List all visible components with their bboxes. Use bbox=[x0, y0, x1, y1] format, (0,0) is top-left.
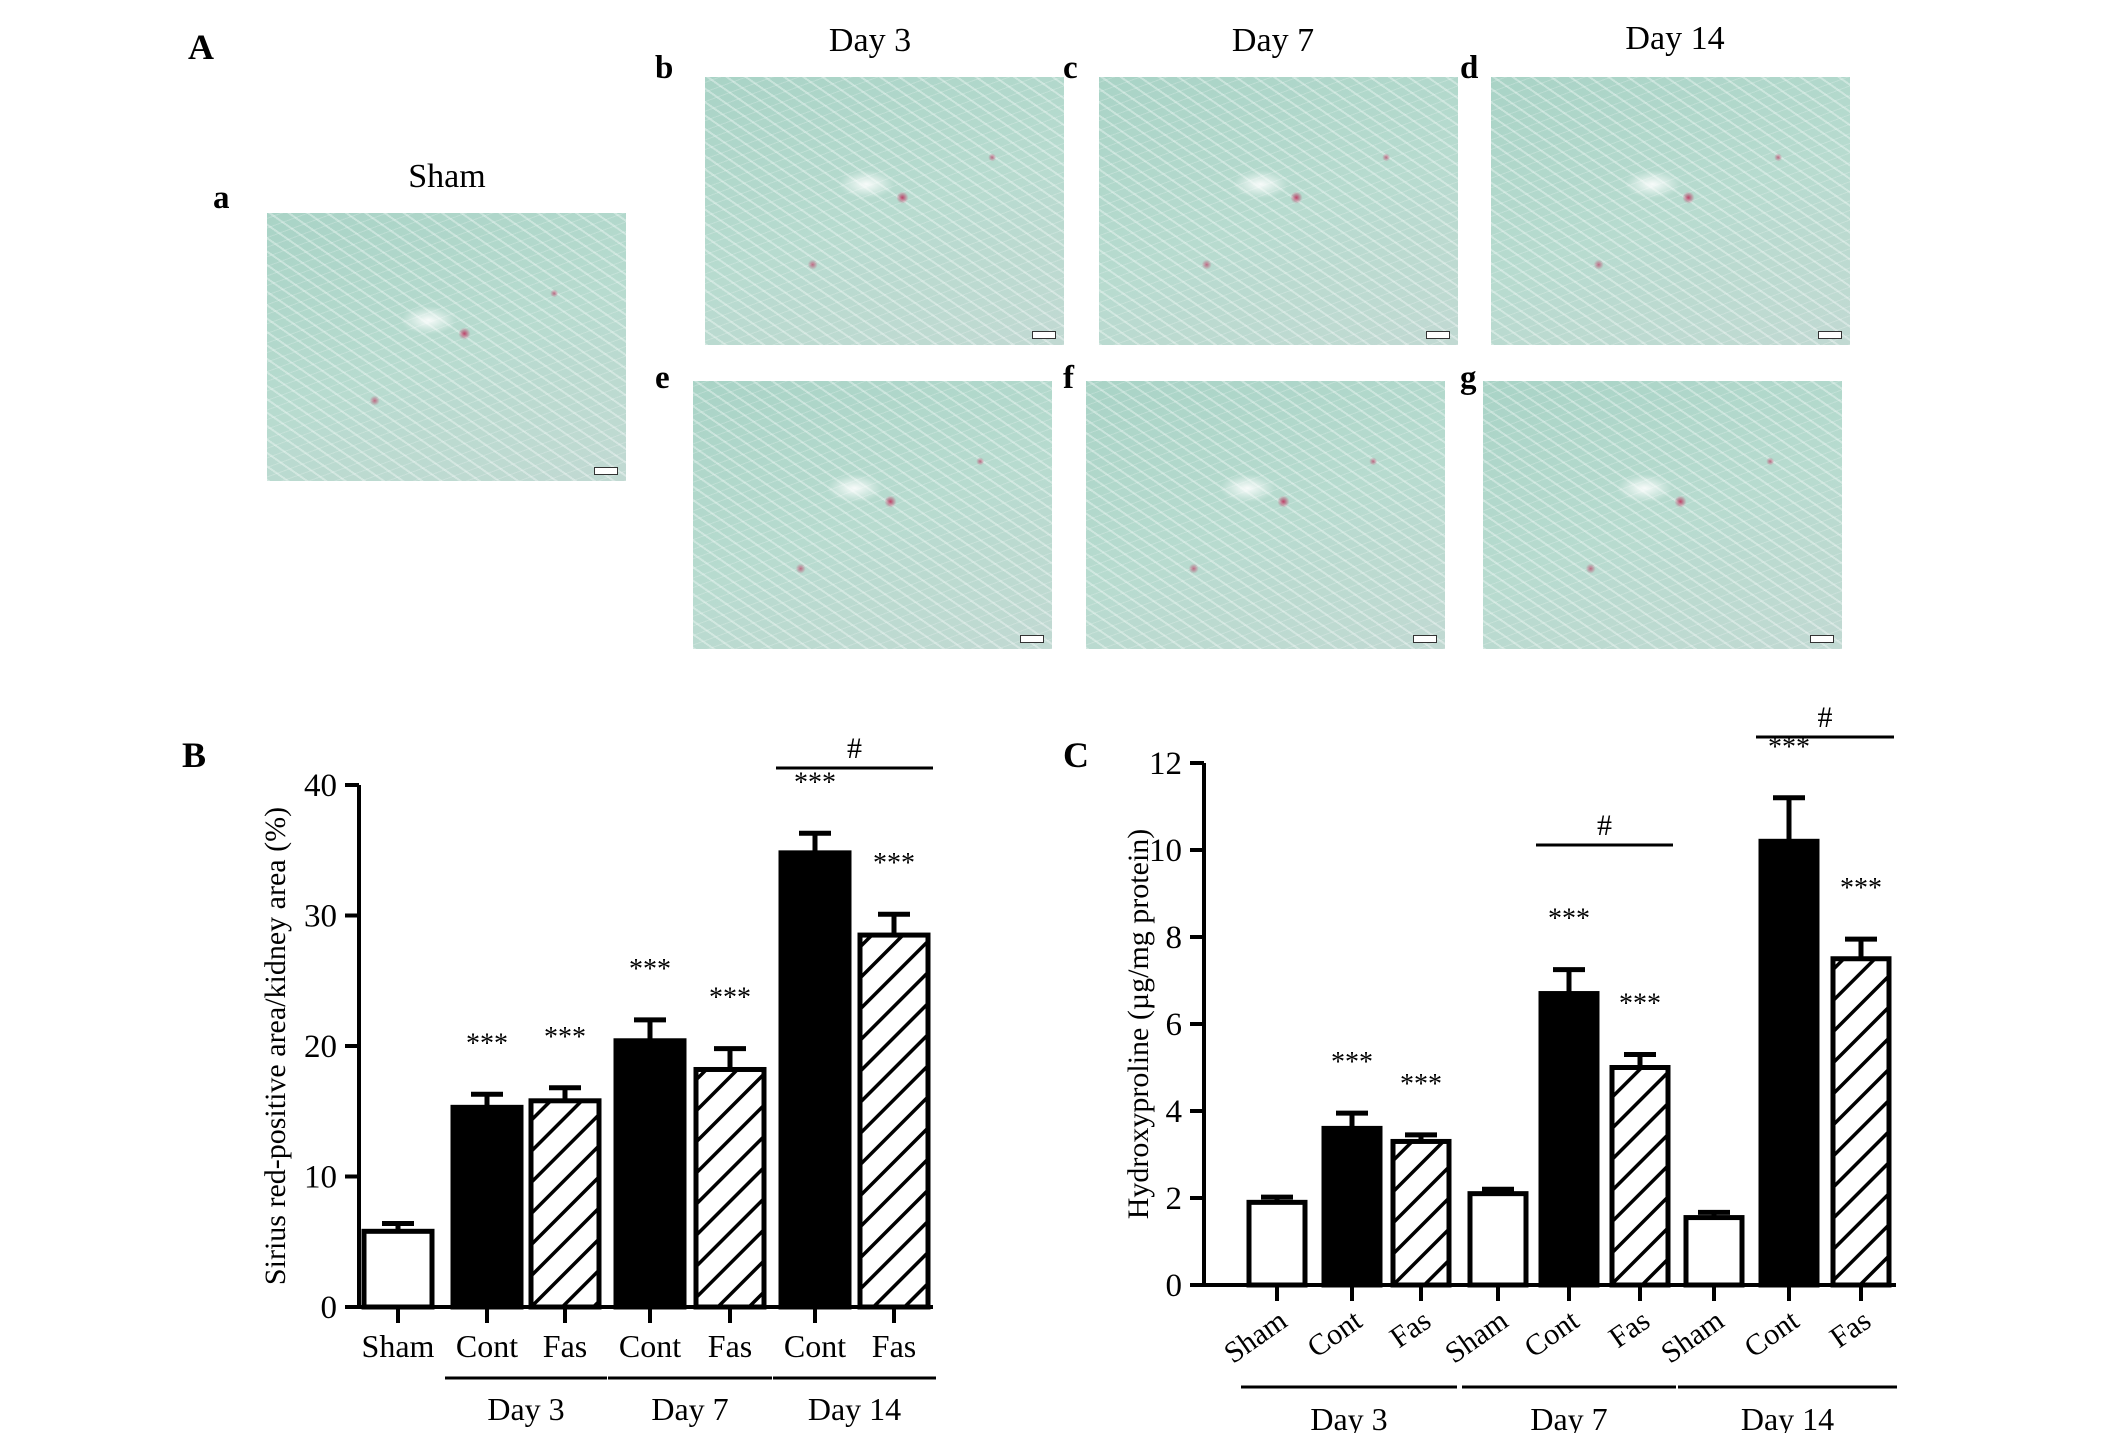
image-a-title: Sham bbox=[408, 158, 486, 195]
chart-b-x-tick-label: Sham bbox=[362, 1328, 435, 1364]
image-e-letter: e bbox=[655, 360, 670, 396]
chart-b-y-tick-label: 30 bbox=[304, 899, 337, 935]
chart-b-bar-cont bbox=[778, 850, 852, 1310]
micrograph-day14-cont bbox=[1491, 77, 1850, 345]
chart-b-bar-cont bbox=[613, 1038, 687, 1310]
chart-c-significance-hash: # bbox=[1597, 809, 1612, 842]
micrograph-day3-fas bbox=[693, 381, 1052, 649]
chart-c-group-label: Day 3 bbox=[1310, 1401, 1387, 1433]
chart-c-bar-fas bbox=[1830, 956, 1892, 1288]
chart-b-bar-cont bbox=[450, 1104, 524, 1310]
chart-c-x-tick-label: Fas bbox=[1384, 1304, 1437, 1355]
chart-c-y-axis-label: Hydroxyproline (µg/mg protein) bbox=[1122, 829, 1155, 1220]
chart-c-x-tick-label: Fas bbox=[1603, 1304, 1656, 1355]
chart-b-y-tick-label: 0 bbox=[321, 1290, 338, 1326]
chart-c-bar-cont bbox=[1538, 991, 1600, 1288]
chart-b-significance-hash: # bbox=[847, 732, 862, 765]
chart-c-bar-cont bbox=[1758, 838, 1820, 1288]
chart-b-y-axis-label: Sirius red-positive area/kidney area (%) bbox=[259, 807, 292, 1285]
chart-c-x-tick-label: Fas bbox=[1824, 1304, 1877, 1355]
chart-c-y-tick-label: 10 bbox=[1149, 833, 1182, 869]
panel-a-label: A bbox=[188, 27, 214, 67]
chart-b-group-label: Day 14 bbox=[808, 1391, 901, 1427]
chart-b-bar-fas bbox=[857, 932, 931, 1310]
image-b-title: Day 3 bbox=[828, 22, 912, 59]
chart-b-significance-stars: *** bbox=[629, 954, 671, 985]
chart-c-significance-stars: *** bbox=[1331, 1047, 1373, 1078]
chart-c-x-tick-label: Sham bbox=[1439, 1304, 1514, 1370]
chart-b-y-tick-label: 10 bbox=[304, 1160, 337, 1196]
image-a-letter: a bbox=[213, 180, 230, 216]
image-c-letter: c bbox=[1063, 50, 1078, 86]
chart-c-y-tick-label: 6 bbox=[1166, 1007, 1183, 1043]
chart-b-bar-fas bbox=[528, 1098, 602, 1310]
chart-b-significance-stars: *** bbox=[794, 767, 836, 798]
micrograph-day7-cont bbox=[1099, 77, 1458, 345]
chart-c-bar-fas bbox=[1390, 1138, 1452, 1288]
image-d-letter: d bbox=[1460, 50, 1479, 86]
chart-c-bar-fas bbox=[1609, 1065, 1671, 1288]
chart-b-bar-fas bbox=[693, 1066, 767, 1310]
chart-b-bar-sham bbox=[361, 1228, 435, 1310]
chart-c-x-tick-label: Sham bbox=[1218, 1304, 1293, 1370]
image-f-letter: f bbox=[1063, 360, 1074, 396]
scale-bar bbox=[1818, 331, 1842, 339]
scale-bar bbox=[1810, 635, 1834, 643]
chart-c-bar-sham bbox=[1683, 1215, 1745, 1288]
chart-b-x-tick-label: Fas bbox=[872, 1328, 916, 1364]
chart-c-x-tick-label: Sham bbox=[1655, 1304, 1730, 1370]
micrograph-sham bbox=[267, 213, 626, 481]
chart-c-significance-stars: *** bbox=[1840, 873, 1882, 904]
chart-c-group-label: Day 14 bbox=[1741, 1401, 1834, 1433]
scale-bar bbox=[1020, 635, 1044, 643]
chart-c-y-tick-label: 4 bbox=[1166, 1094, 1183, 1130]
chart-b-x-tick-label: Cont bbox=[456, 1328, 518, 1364]
panel-b-label: B bbox=[182, 735, 207, 775]
chart-b-group-label: Day 3 bbox=[487, 1391, 564, 1427]
scale-bar bbox=[594, 467, 618, 475]
chart-b-x-tick-label: Cont bbox=[619, 1328, 681, 1364]
chart-c-significance-stars: *** bbox=[1548, 904, 1590, 935]
chart-b-significance-stars: *** bbox=[873, 848, 915, 879]
scale-bar bbox=[1413, 635, 1437, 643]
chart-b-x-tick-label: Cont bbox=[784, 1328, 846, 1364]
chart-c-bar-sham bbox=[1246, 1199, 1308, 1288]
chart-b-group-label: Day 7 bbox=[651, 1391, 728, 1427]
image-g-letter: g bbox=[1460, 360, 1477, 396]
chart-b-significance-stars: *** bbox=[709, 983, 751, 1014]
chart-b-y-tick-label: 40 bbox=[304, 768, 337, 804]
chart-c-x-tick-label: Cont bbox=[1518, 1303, 1585, 1364]
chart-c-y-tick-label: 0 bbox=[1166, 1268, 1183, 1304]
micrograph-day7-fas bbox=[1086, 381, 1445, 649]
image-b-letter: b bbox=[655, 50, 674, 86]
image-d-title: Day 14 bbox=[1625, 20, 1725, 57]
scale-bar bbox=[1426, 331, 1450, 339]
chart-c-significance-stars: *** bbox=[1400, 1069, 1442, 1100]
chart-c-y-tick-label: 12 bbox=[1149, 746, 1182, 782]
chart-c-significance-stars: *** bbox=[1619, 988, 1661, 1019]
chart-c-x-tick-label: Cont bbox=[1301, 1303, 1368, 1364]
chart-c-bar-cont bbox=[1321, 1125, 1383, 1288]
chart-b-x-tick-label: Fas bbox=[543, 1328, 587, 1364]
image-c-title: Day 7 bbox=[1231, 22, 1315, 59]
chart-c-bar-sham bbox=[1467, 1191, 1529, 1288]
chart-b-y-tick-label: 20 bbox=[304, 1029, 337, 1065]
micrograph-day14-fas bbox=[1483, 381, 1842, 649]
chart-c-significance-hash: # bbox=[1818, 701, 1833, 734]
chart-c-y-tick-label: 2 bbox=[1166, 1181, 1183, 1217]
chart-b-x-tick-label: Fas bbox=[708, 1328, 752, 1364]
chart-c-x-tick-label: Cont bbox=[1738, 1303, 1805, 1364]
chart-b-significance-stars: *** bbox=[466, 1028, 508, 1059]
panel-c-label: C bbox=[1063, 735, 1089, 775]
micrograph-day3-cont bbox=[705, 77, 1064, 345]
chart-b-significance-stars: *** bbox=[544, 1022, 586, 1053]
chart-c-group-label: Day 7 bbox=[1530, 1401, 1607, 1433]
scale-bar bbox=[1032, 331, 1056, 339]
chart-c-y-tick-label: 8 bbox=[1166, 920, 1183, 956]
